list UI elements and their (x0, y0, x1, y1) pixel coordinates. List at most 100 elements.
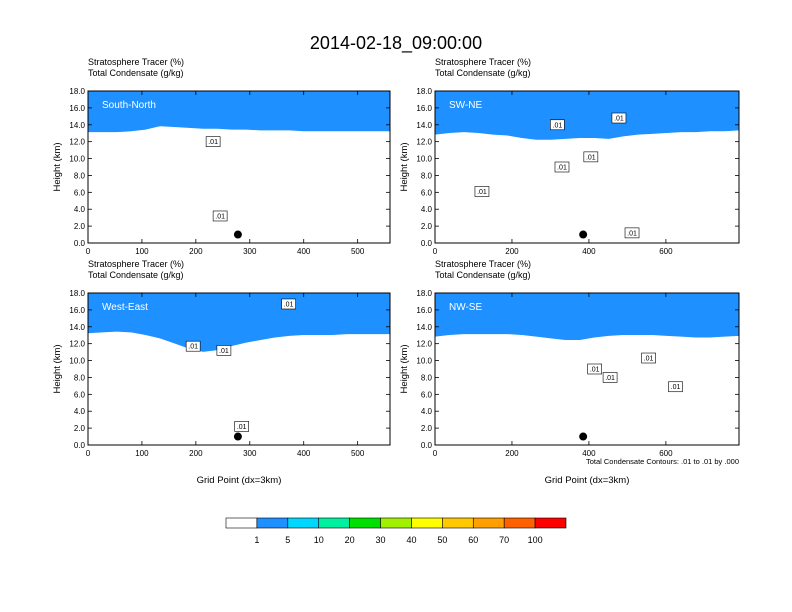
contour-label: .01 (477, 189, 487, 196)
y-tick-label: 10.0 (416, 357, 432, 366)
x-tick-label: 100 (135, 247, 149, 256)
colorbar-label: 70 (499, 535, 509, 545)
tracer-field (88, 293, 390, 352)
y-tick-label: 6.0 (421, 188, 433, 197)
colorbar: 1 5 10 20 30 40 50 60 70 100 (225, 517, 567, 545)
x-tick-label: 400 (582, 247, 596, 256)
panel-nw-se: .01 .01 .01 .01 NW-SE Stratosphere Tracer (%)… (399, 259, 740, 486)
contour-label: .01 (553, 122, 563, 129)
surface-marker (233, 230, 242, 239)
y-tick-label: 18.0 (416, 289, 432, 298)
y-tick-label: 6.0 (421, 390, 433, 399)
y-tick-label: 4.0 (421, 407, 433, 416)
y-axis-label: Height (km) (52, 142, 63, 191)
contour-label: .01 (284, 301, 294, 308)
x-tick-label: 100 (135, 449, 149, 458)
y-tick-label: 8.0 (421, 171, 433, 180)
contour-label: .01 (671, 384, 681, 391)
x-axis-label: Grid Point (dx=3km) (197, 475, 282, 486)
x-axis-label: Grid Point (dx=3km) (545, 475, 630, 486)
y-axis-label: Height (km) (399, 142, 410, 191)
y-tick-label: 0.0 (74, 441, 86, 450)
y-tick-label: 18.0 (69, 87, 85, 96)
contour-label-box (205, 136, 221, 147)
colorbar-label: 10 (314, 535, 324, 545)
tracer-band (88, 293, 390, 352)
colorbar-swatch (380, 517, 412, 529)
y-axis-label: Height (km) (52, 344, 63, 393)
y-tick-label: 6.0 (74, 188, 86, 197)
x-tick-label: 200 (505, 449, 519, 458)
y-tick-label: 16.0 (416, 306, 432, 315)
y-tick-label: 14.0 (69, 323, 85, 332)
tracer-field (88, 91, 390, 133)
panel-header: Stratosphere Tracer (%) (435, 259, 531, 269)
contour-label-box (234, 421, 249, 432)
y-tick-label: 8.0 (74, 373, 86, 382)
x-tick-label: 0 (86, 449, 91, 458)
panel-label: West-East (102, 302, 148, 313)
x-tick-label: 200 (505, 247, 519, 256)
panel-sw-ne: .01 .01 .01 .01 .01 .01 SW-NE Stratosphere Trac… (399, 57, 740, 256)
y-tick-label: 2.0 (74, 222, 86, 231)
x-tick-label: 200 (189, 247, 203, 256)
colorbar-swatch (349, 517, 381, 529)
panel-header: Total Condensate (g/kg) (435, 270, 531, 280)
y-tick-label: 18.0 (416, 87, 432, 96)
y-tick-label: 2.0 (74, 424, 86, 433)
contour-label: .01 (614, 116, 624, 123)
contour-label-box (185, 340, 201, 352)
contour-label: .01 (237, 424, 247, 431)
x-tick-label: 300 (243, 449, 257, 458)
tracer-band (435, 293, 739, 341)
y-tick-label: 12.0 (416, 340, 432, 349)
contour-label-box (212, 210, 228, 222)
plot-frame (434, 90, 740, 244)
y-tick-label: 4.0 (74, 205, 86, 214)
y-tick-label: 12.0 (69, 340, 85, 349)
x-tick-label: 0 (86, 247, 91, 256)
surface-marker (233, 432, 242, 441)
y-tick-label: 16.0 (69, 306, 85, 315)
figure-title: 2014-02-18_09:00:00 (310, 33, 482, 54)
x-tick-label: 300 (243, 247, 257, 256)
y-tick-label: 4.0 (74, 407, 86, 416)
surface-marker (579, 432, 588, 441)
tracer-band (88, 91, 390, 133)
y-tick-label: 10.0 (69, 357, 85, 366)
contour-label: .01 (188, 344, 198, 351)
contour-label: .01 (605, 375, 615, 382)
y-tick-label: 12.0 (69, 138, 85, 147)
panel-west-east: .01 .01 .01 .01 West-East Stratosphere Tracer… (52, 259, 391, 486)
colorbar-swatch (256, 517, 289, 529)
colorbar-swatch (411, 517, 443, 529)
y-tick-label: 16.0 (416, 104, 432, 113)
panel-header: Total Condensate (g/kg) (435, 68, 531, 78)
contour-label-box (602, 372, 618, 383)
colorbar-label: 1 (254, 535, 259, 545)
x-tick-label: 500 (351, 247, 365, 256)
panels: .01 .01 South-North Stratosphere Tracer (%)… (52, 57, 740, 486)
y-tick-label: 8.0 (421, 373, 433, 382)
contour-label-box (611, 112, 627, 124)
colorbar-swatch (442, 517, 474, 529)
x-tick-label: 400 (582, 449, 596, 458)
panel-header: Total Condensate (g/kg) (88, 270, 184, 280)
y-tick-label: 4.0 (421, 205, 433, 214)
panel-header: Stratosphere Tracer (%) (88, 57, 184, 67)
y-tick-label: 0.0 (421, 239, 433, 248)
x-tick-label: 400 (297, 247, 311, 256)
colorbar-swatch (472, 517, 505, 529)
panel-header: Stratosphere Tracer (%) (435, 57, 531, 67)
contour-label-box (624, 227, 640, 239)
colorbar-label: 50 (437, 535, 447, 545)
colorbar-swatch (534, 517, 567, 529)
y-tick-label: 0.0 (421, 441, 433, 450)
x-tick-label: 500 (351, 449, 365, 458)
x-tick-label: 600 (659, 449, 673, 458)
y-tick-label: 10.0 (69, 155, 85, 164)
contour-label-box (216, 345, 232, 356)
contour-label-box (281, 298, 296, 310)
colorbar-swatch (287, 517, 320, 529)
